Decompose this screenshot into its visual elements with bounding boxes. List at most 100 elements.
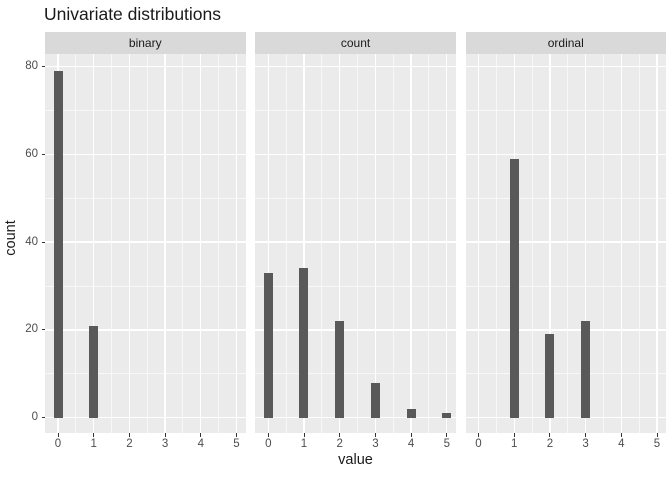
gridline-minor-h — [255, 373, 456, 375]
bar-ordinal-x2 — [545, 334, 555, 418]
gridline-major-h — [465, 153, 666, 155]
bar-count-x2 — [335, 321, 345, 418]
gridline-major-v — [267, 54, 269, 433]
x-tick-label: 5 — [443, 438, 450, 450]
x-tick-label: 5 — [233, 438, 240, 450]
x-tick-mark — [267, 433, 269, 437]
x-tick-mark — [478, 433, 479, 437]
gridline-minor-v — [285, 54, 287, 433]
gridline-major-v — [549, 54, 551, 433]
x-tick-mark — [236, 433, 237, 437]
y-tick-mark — [41, 329, 45, 331]
gridline-major-h — [255, 153, 456, 155]
facet-strip: ordinal — [465, 32, 666, 54]
y-tick-mark — [41, 417, 45, 419]
gridline-major-v — [93, 54, 95, 433]
x-tick-mark — [410, 433, 412, 437]
gridline-major-h — [45, 417, 246, 419]
y-tick-label: 40 — [25, 235, 38, 248]
y-tick-label: 60 — [25, 147, 38, 160]
gridline-minor-h — [45, 197, 246, 199]
x-tick-mark — [200, 433, 202, 437]
x-tick-label: 4 — [618, 438, 625, 450]
gridline-major-v — [410, 54, 412, 433]
x-tick-label: 1 — [300, 438, 308, 450]
gridline-major-h — [45, 329, 246, 331]
facet-strip-label: count — [340, 36, 371, 50]
gridline-major-h — [465, 329, 666, 331]
gridline-minor-v — [146, 54, 148, 433]
gridline-major-v — [303, 54, 305, 433]
x-tick-label: 4 — [407, 438, 415, 450]
x-tick-mark — [513, 433, 515, 437]
x-tick-label: 2 — [546, 438, 554, 450]
gridline-minor-v — [392, 54, 394, 433]
facet-strip-label: binary — [128, 36, 162, 50]
gridline-minor-v — [75, 54, 77, 433]
x-tick-mark — [549, 433, 551, 437]
x-tick-label: 0 — [54, 438, 62, 450]
y-tick-label: 20 — [25, 323, 38, 336]
x-tick-mark — [446, 433, 448, 437]
gridline-major-h — [45, 241, 246, 243]
gridline-minor-v — [428, 54, 430, 433]
gridline-major-v — [446, 54, 448, 433]
facet-panel — [465, 54, 666, 433]
gridline-minor-v — [531, 54, 533, 433]
gridline-minor-v — [111, 54, 113, 433]
x-tick-mark — [374, 433, 376, 437]
x-tick-label: 2 — [126, 438, 133, 450]
bar-count-x4 — [406, 408, 416, 418]
gridline-minor-h — [255, 109, 456, 111]
gridline-minor-h — [465, 285, 666, 287]
gridline-minor-h — [255, 197, 456, 199]
bar-binary-x1 — [89, 325, 99, 418]
gridline-major-v — [584, 54, 587, 433]
gridline-major-v — [200, 54, 202, 433]
y-tick-label: 0 — [31, 411, 38, 424]
gridline-major-h — [465, 241, 666, 243]
x-tick-label: 5 — [653, 438, 661, 450]
gridline-minor-h — [465, 197, 666, 199]
x-tick-label: 3 — [372, 438, 379, 450]
gridline-major-v — [656, 54, 658, 433]
x-tick-mark — [128, 433, 130, 437]
gridline-minor-v — [218, 54, 220, 433]
gridline-minor-h — [465, 109, 666, 111]
gridline-minor-v — [602, 54, 604, 433]
bar-count-x1 — [299, 268, 309, 418]
gridline-minor-h — [255, 285, 456, 287]
y-tick-mark — [41, 241, 45, 243]
gridline-minor-h — [45, 285, 246, 287]
facet-panel — [255, 54, 456, 433]
x-tick-label: 0 — [265, 438, 272, 450]
bar-count-x0 — [263, 272, 273, 418]
bar-ordinal-x3 — [581, 321, 591, 418]
x-tick-mark — [57, 433, 59, 437]
x-tick-mark — [339, 433, 341, 437]
gridline-minor-v — [638, 54, 640, 433]
x-tick-mark — [656, 433, 658, 437]
gridline-major-v — [338, 54, 341, 433]
gridline-minor-v — [182, 54, 184, 433]
x-tick-mark — [303, 433, 305, 437]
gridline-major-h — [465, 417, 666, 419]
x-tick-mark — [585, 433, 587, 437]
bar-ordinal-x1 — [509, 158, 519, 418]
x-tick-mark — [164, 433, 166, 437]
x-tick-label: 1 — [510, 438, 518, 450]
gridline-major-v — [235, 54, 238, 433]
x-tick-label: 1 — [90, 438, 97, 450]
x-tick-label: 2 — [336, 438, 343, 450]
gridline-minor-h — [465, 373, 666, 375]
gridline-major-v — [128, 54, 131, 433]
gridline-major-v — [620, 54, 622, 433]
x-tick-label: 4 — [197, 438, 204, 450]
gridline-minor-h — [45, 373, 246, 375]
facet-panel — [45, 54, 246, 433]
facet-strip: binary — [45, 32, 246, 54]
gridline-major-h — [255, 417, 456, 419]
facet-strip: count — [255, 32, 456, 54]
y-tick-label: 80 — [25, 60, 38, 72]
